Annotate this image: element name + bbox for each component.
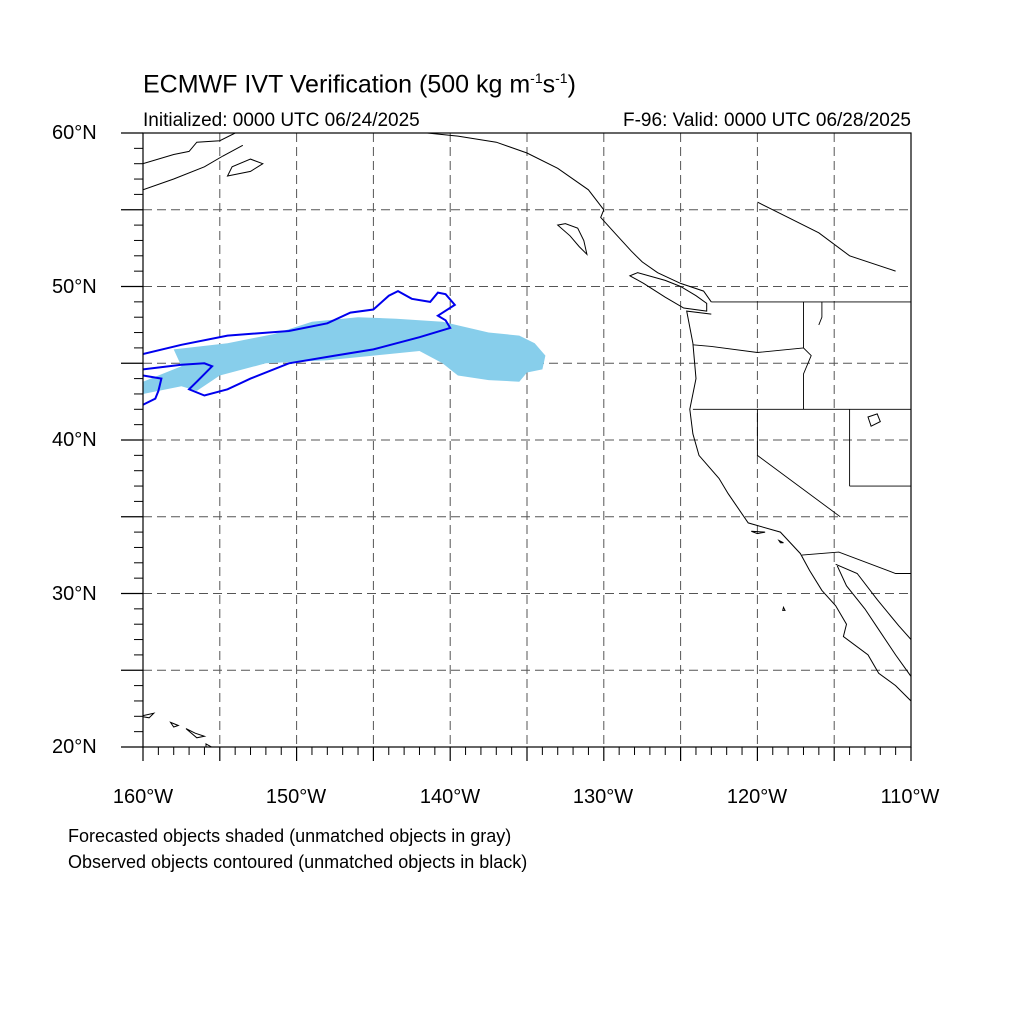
legend-note-forecast: Forecasted objects shaded (unmatched obj… xyxy=(68,826,512,846)
hawaii-island xyxy=(169,721,180,728)
haida-gwaii xyxy=(556,223,588,256)
bc-coastline xyxy=(600,209,712,303)
kodiak-island xyxy=(226,158,264,177)
hawaii-island xyxy=(143,712,156,719)
lat-label-40: 40°N xyxy=(52,429,97,451)
lat-label-50: 50°N xyxy=(52,276,97,298)
state-border xyxy=(801,551,911,574)
lat-label-60: 60°N xyxy=(52,122,97,144)
forecast-ivt-object xyxy=(143,317,546,394)
legend-note-observed: Observed objects contoured (unmatched ob… xyxy=(68,852,528,872)
lon-label-130w: 130°W xyxy=(572,786,634,808)
vancouver-island xyxy=(628,272,708,312)
channel-island xyxy=(777,539,784,544)
canada-inland-border xyxy=(757,201,896,272)
lon-label-110w: 110°W xyxy=(880,786,940,808)
baja-east-coastline xyxy=(836,565,911,677)
title-mid: s xyxy=(542,70,556,99)
state-border xyxy=(756,409,841,518)
geography-lines xyxy=(143,133,911,747)
great-salt-lake xyxy=(867,413,881,427)
lat-label-30: 30°N xyxy=(52,583,97,605)
state-border xyxy=(818,301,823,326)
forecast-objects xyxy=(143,317,546,394)
title-end: ) xyxy=(567,70,576,99)
map-frame xyxy=(142,132,912,748)
sonora-coastline xyxy=(835,563,911,640)
alaska-peninsula-coastline xyxy=(143,144,244,191)
observed-contours xyxy=(143,289,457,406)
west-coast-coastline xyxy=(686,310,911,702)
initialized-time: Initialized: 0000 UTC 06/24/2025 xyxy=(143,110,420,131)
lon-label-160w: 160°W xyxy=(112,786,174,808)
lon-label-150w: 150°W xyxy=(265,786,327,808)
axis-ticks xyxy=(121,132,912,761)
state-border xyxy=(803,301,812,410)
title-exponent-1: -1 xyxy=(530,70,543,86)
state-border xyxy=(692,344,804,353)
observed-ivt-contour xyxy=(143,374,163,406)
valid-time: F-96: Valid: 0000 UTC 06/28/2025 xyxy=(623,110,911,131)
gridlines xyxy=(143,133,911,747)
lat-label-20: 20°N xyxy=(52,736,97,758)
title-main: ECMWF IVT Verification (500 kg m xyxy=(143,70,531,99)
alaska-coastline xyxy=(143,133,236,165)
map-title: ECMWF IVT Verification (500 kg m-1s-1) xyxy=(143,70,576,99)
lon-label-120w: 120°W xyxy=(726,786,788,808)
observed-ivt-contour xyxy=(143,289,457,397)
hawaii-island xyxy=(185,728,207,739)
channel-island xyxy=(751,530,766,535)
lon-label-140w: 140°W xyxy=(419,786,481,808)
guadalupe-island xyxy=(782,605,786,611)
alaska-panhandle-coastline xyxy=(427,133,605,211)
title-exponent-2: -1 xyxy=(555,70,568,86)
